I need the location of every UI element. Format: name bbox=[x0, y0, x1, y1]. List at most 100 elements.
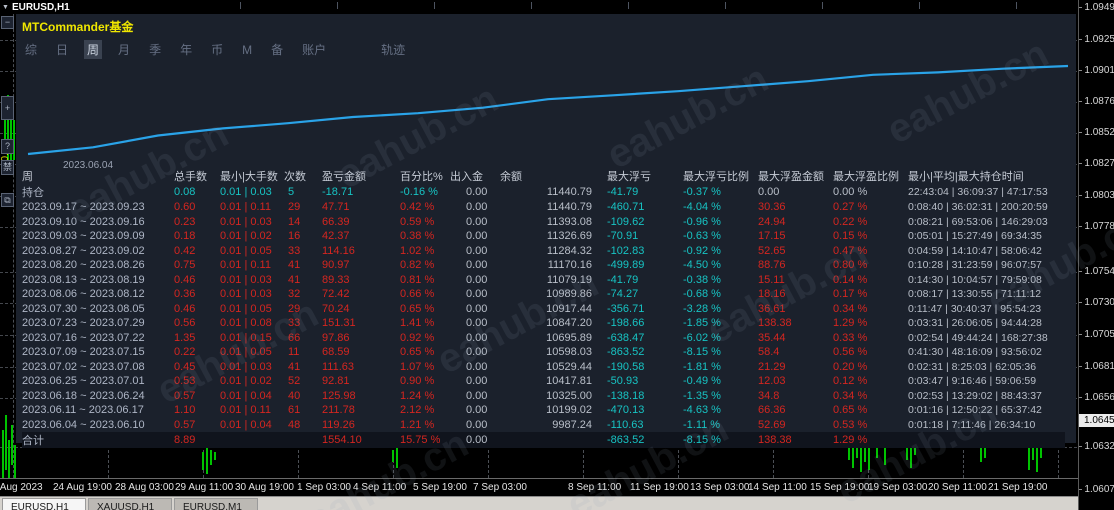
cell-count: 33 bbox=[288, 317, 301, 330]
cell-date: 2023.07.30 ~ 2023.08.05 bbox=[22, 302, 145, 315]
cell-pct: 0.65 % bbox=[400, 346, 435, 359]
chart-tab-3[interactable]: EURUSD,M1 bbox=[174, 498, 258, 510]
table-row: 2023.06.04 ~ 2023.06.10 0.57 0.01 | 0.04 48… bbox=[22, 418, 1065, 433]
candle bbox=[1040, 445, 1042, 458]
cell-maxdd: -110.63 bbox=[607, 418, 644, 431]
cell-inout: 0.00 bbox=[466, 389, 488, 402]
cell-minmax: 0.01 | 0.11 bbox=[220, 404, 271, 417]
candle bbox=[396, 448, 398, 468]
restore-button[interactable]: ⧉ bbox=[1, 193, 14, 207]
total-row: 合计 8.89 1554.10 15.75 % 0.00 -863.52 -8.15 % 13… bbox=[22, 432, 1065, 448]
table-row: 2023.08.13 ~ 2023.08.19 0.46 0.01 | 0.03 41… bbox=[22, 273, 1065, 288]
weekly-stats-table: 周 总手数 最小|大手数 次数 盈亏金额 百分比% 出入金 余额 最大浮亏 最大浮亏比例 最大浮盈金… bbox=[22, 168, 1065, 448]
cell-date: 2023.06.11 ~ 2023.06.17 bbox=[22, 404, 144, 417]
cell-maxddpct: -0.49 % bbox=[683, 375, 721, 388]
column-header: 最小|平均|最大持仓时间 bbox=[908, 171, 1024, 183]
cell-maxp: 12.03 bbox=[758, 375, 786, 388]
cell-count: 48 bbox=[288, 418, 301, 431]
candle bbox=[852, 445, 854, 468]
candle bbox=[210, 450, 212, 465]
cell-maxppct: 0.33 % bbox=[833, 331, 868, 344]
time-tick-label: 20 Sep 11:00 bbox=[928, 482, 987, 493]
cell-lots: 0.75 bbox=[174, 259, 196, 272]
cell-lots: 0.46 bbox=[174, 273, 196, 286]
cell-date: 2023.06.18 ~ 2023.06.24 bbox=[22, 389, 145, 402]
panel-tab-账户[interactable]: 账户 bbox=[302, 43, 327, 57]
cell-maxddpct: -0.92 % bbox=[683, 244, 721, 257]
cell-maxp: 21.29 bbox=[758, 360, 786, 373]
cell-balance: 11079.19 bbox=[546, 273, 592, 286]
cell-maxp: 34.8 bbox=[758, 389, 780, 402]
candle bbox=[206, 448, 208, 474]
cell-minmax: 0.01 | 0.08 bbox=[220, 317, 272, 330]
cell-pct: 0.42 % bbox=[400, 201, 435, 214]
cell-pnl: 42.37 bbox=[322, 230, 350, 243]
cell-maxp: 66.36 bbox=[758, 404, 786, 417]
cell-lots: 0.53 bbox=[174, 375, 196, 388]
panel-tab-M[interactable]: M bbox=[242, 42, 253, 57]
candle bbox=[848, 447, 850, 460]
cell-balance: 11170.16 bbox=[547, 259, 592, 272]
chart-tab-1[interactable]: EURUSD,H1 bbox=[2, 498, 86, 510]
cell-count: 16 bbox=[288, 230, 301, 243]
cell-inout: 0.00 bbox=[466, 186, 488, 198]
cell-maxp: 30.36 bbox=[758, 201, 786, 214]
panel-tab-月[interactable]: 月 bbox=[118, 43, 131, 57]
move-button[interactable]: + bbox=[1, 96, 14, 120]
time-tick-label: 5 Sep 19:00 bbox=[413, 482, 467, 493]
cell-times: 0:01:16 | 12:50:22 | 65:37:42 bbox=[908, 404, 1042, 417]
candle bbox=[13, 120, 15, 160]
cell-lots: 0.57 bbox=[174, 418, 196, 431]
column-header: 最大浮盈金额 bbox=[758, 171, 824, 183]
cell-times: 0:10:28 | 31:23:59 | 96:07:57 bbox=[908, 259, 1042, 272]
cell-maxddpct: -0.63 % bbox=[683, 230, 721, 243]
cell-maxdd: -863.52 bbox=[596, 432, 672, 448]
cell-pct: 0.82 % bbox=[400, 259, 435, 272]
minimize-button[interactable]: − bbox=[1, 16, 14, 29]
column-header: 百分比% bbox=[400, 171, 443, 183]
cell-maxddpct: -1.11 % bbox=[683, 418, 721, 431]
cell-balance: 9987.24 bbox=[552, 418, 592, 431]
cell-pnl: 1554.10 bbox=[314, 432, 394, 448]
column-header: 最大浮亏 bbox=[607, 171, 651, 183]
cell-pct: 1.07 % bbox=[400, 360, 435, 373]
panel-tab-币[interactable]: 币 bbox=[211, 43, 224, 57]
cell-balance: 10529.44 bbox=[546, 360, 592, 373]
panel-tab-备[interactable]: 备 bbox=[271, 43, 284, 57]
panel-tab-轨迹[interactable]: 轨迹 bbox=[381, 43, 406, 57]
time-tick-label: 15 Sep 19:00 bbox=[810, 482, 870, 493]
ea-stats-panel: MTCommander基金 综日周月季年币 M 备账户 轨迹 2023.06.04 周… bbox=[16, 14, 1076, 448]
panel-tab-年[interactable]: 年 bbox=[180, 43, 193, 57]
time-tick-label: 28 Aug 03:00 bbox=[115, 482, 174, 493]
chart-tab-2[interactable]: XAUUSD,H1 bbox=[88, 498, 172, 510]
forbid-button[interactable]: 禁 bbox=[1, 160, 14, 175]
cell-pct: 1.02 % bbox=[400, 244, 435, 257]
cell-date: 2023.09.10 ~ 2023.09.16 bbox=[22, 215, 145, 228]
cell-count: 52 bbox=[288, 375, 301, 388]
cell-maxp: 52.65 bbox=[758, 244, 786, 257]
cell-balance: 10917.44 bbox=[546, 302, 592, 315]
cell-date: 2023.07.23 ~ 2023.07.29 bbox=[22, 317, 145, 330]
candle bbox=[860, 445, 862, 472]
cell-pct: 0.90 % bbox=[400, 375, 435, 388]
candle bbox=[7, 95, 9, 165]
price-tick-label: 1.0681 bbox=[1079, 361, 1114, 372]
panel-tab-季[interactable]: 季 bbox=[149, 43, 162, 57]
cell-times: 0:14:30 | 10:04:57 | 79:59:08 bbox=[908, 273, 1042, 286]
cell-count: 29 bbox=[288, 201, 301, 214]
table-row: 2023.06.11 ~ 2023.06.17 1.10 0.01 | 0.11 61… bbox=[22, 403, 1065, 418]
cell-maxp: 17.15 bbox=[758, 230, 786, 243]
panel-tab-日[interactable]: 日 bbox=[56, 43, 69, 57]
price-axis[interactable]: 1.0949 1.0925 1.0901 1.0876 1.0852 1.0827 1.08… bbox=[1078, 0, 1114, 510]
cell-maxddpct: -1.81 % bbox=[683, 360, 721, 373]
column-header: 余额 bbox=[500, 171, 522, 183]
cell-lots: 8.89 bbox=[174, 432, 220, 448]
panel-tab-周[interactable]: 周 bbox=[84, 40, 103, 59]
cell-pnl: 111.63 bbox=[322, 360, 355, 373]
cell-lots: 1.35 bbox=[174, 331, 196, 344]
cell-times: 0:03:31 | 26:06:05 | 94:44:28 bbox=[908, 317, 1042, 330]
help-button[interactable]: ? bbox=[1, 139, 14, 154]
panel-tab-综[interactable]: 综 bbox=[25, 43, 38, 57]
